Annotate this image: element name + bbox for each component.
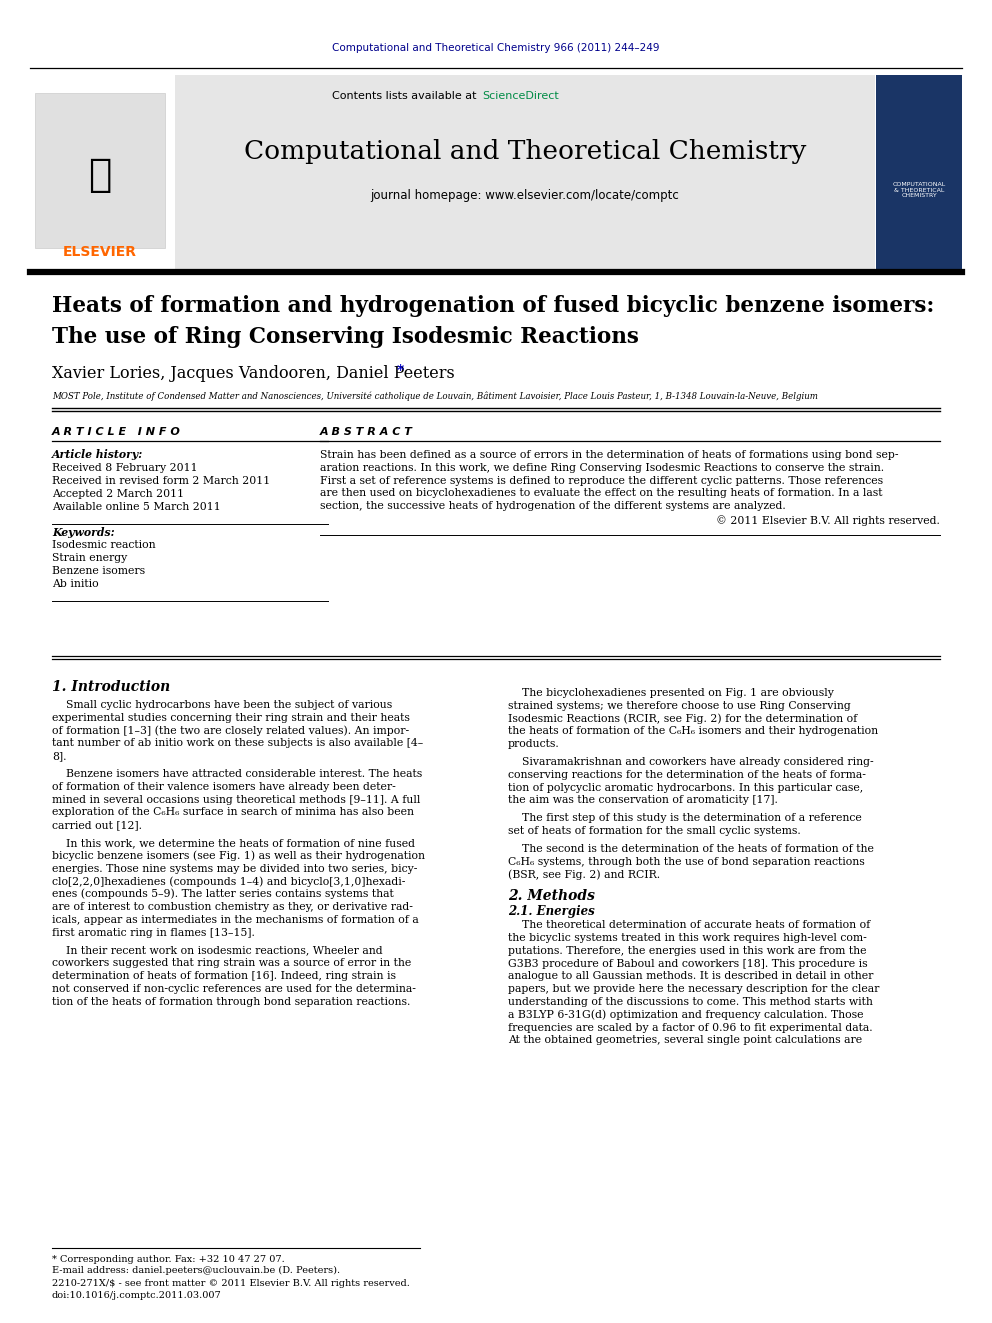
Text: journal homepage: www.elsevier.com/locate/comptc: journal homepage: www.elsevier.com/locat… xyxy=(371,189,680,202)
Text: 1. Introduction: 1. Introduction xyxy=(52,680,171,695)
Text: icals, appear as intermediates in the mechanisms of formation of a: icals, appear as intermediates in the me… xyxy=(52,914,419,925)
Text: The theoretical determination of accurate heats of formation of: The theoretical determination of accurat… xyxy=(508,921,870,930)
Text: In their recent work on isodesmic reactions, Wheeler and: In their recent work on isodesmic reacti… xyxy=(52,946,383,955)
Text: A B S T R A C T: A B S T R A C T xyxy=(320,427,413,437)
Text: MOST Pole, Institute of Condensed Matter and Nanosciences, Université catholique: MOST Pole, Institute of Condensed Matter… xyxy=(52,392,817,401)
Text: Computational and Theoretical Chemistry 966 (2011) 244–249: Computational and Theoretical Chemistry … xyxy=(332,44,660,53)
Text: © 2011 Elsevier B.V. All rights reserved.: © 2011 Elsevier B.V. All rights reserved… xyxy=(716,516,940,527)
Bar xyxy=(30,70,175,270)
Text: the aim was the conservation of aromaticity [17].: the aim was the conservation of aromatic… xyxy=(508,795,778,806)
Text: Benzene isomers: Benzene isomers xyxy=(52,566,145,576)
Text: Isodesmic Reactions (RCIR, see Fig. 2) for the determination of: Isodesmic Reactions (RCIR, see Fig. 2) f… xyxy=(508,713,857,724)
Text: a B3LYP 6-31G(d) optimization and frequency calculation. Those: a B3LYP 6-31G(d) optimization and freque… xyxy=(508,1009,863,1020)
Text: the bicyclic systems treated in this work requires high-level com-: the bicyclic systems treated in this wor… xyxy=(508,933,867,943)
Text: C₆H₆ systems, through both the use of bond separation reactions: C₆H₆ systems, through both the use of bo… xyxy=(508,856,865,867)
Text: Received in revised form 2 March 2011: Received in revised form 2 March 2011 xyxy=(52,476,270,486)
Text: Heats of formation and hydrogenation of fused bicyclic benzene isomers:: Heats of formation and hydrogenation of … xyxy=(52,295,934,318)
Text: E-mail address: daniel.peeters@uclouvain.be (D. Peeters).: E-mail address: daniel.peeters@uclouvain… xyxy=(52,1265,340,1274)
Text: products.: products. xyxy=(508,740,559,749)
Text: tion of the heats of formation through bond separation reactions.: tion of the heats of formation through b… xyxy=(52,996,411,1007)
Text: coworkers suggested that ring strain was a source of error in the: coworkers suggested that ring strain was… xyxy=(52,958,412,968)
Text: tant number of ab initio work on these subjects is also available [4–: tant number of ab initio work on these s… xyxy=(52,738,424,749)
Text: * Corresponding author. Fax: +32 10 47 27 07.: * Corresponding author. Fax: +32 10 47 2… xyxy=(52,1254,285,1263)
Text: In this work, we determine the heats of formation of nine fused: In this work, we determine the heats of … xyxy=(52,837,415,848)
Text: tion of polycyclic aromatic hydrocarbons. In this particular case,: tion of polycyclic aromatic hydrocarbons… xyxy=(508,783,863,792)
Text: clo[2,2,0]hexadienes (compounds 1–4) and bicyclo[3,1,0]hexadi-: clo[2,2,0]hexadienes (compounds 1–4) and… xyxy=(52,876,406,886)
Text: 🌳: 🌳 xyxy=(88,156,112,194)
Bar xyxy=(876,75,962,270)
Text: ELSEVIER: ELSEVIER xyxy=(63,245,137,259)
Text: A R T I C L E   I N F O: A R T I C L E I N F O xyxy=(52,427,181,437)
Text: of formation of their valence isomers have already been deter-: of formation of their valence isomers ha… xyxy=(52,782,396,791)
Text: not conserved if non-cyclic references are used for the determina-: not conserved if non-cyclic references a… xyxy=(52,984,416,994)
Text: Xavier Lories, Jacques Vandooren, Daniel Peeters: Xavier Lories, Jacques Vandooren, Daniel… xyxy=(52,365,454,381)
Text: first aromatic ring in flames [13–15].: first aromatic ring in flames [13–15]. xyxy=(52,927,255,938)
Text: 2.1. Energies: 2.1. Energies xyxy=(508,905,595,918)
Text: Isodesmic reaction: Isodesmic reaction xyxy=(52,540,156,550)
Text: Contents lists available at: Contents lists available at xyxy=(332,91,480,101)
Text: Available online 5 March 2011: Available online 5 March 2011 xyxy=(52,501,221,512)
Text: 2210-271X/$ - see front matter © 2011 Elsevier B.V. All rights reserved.: 2210-271X/$ - see front matter © 2011 El… xyxy=(52,1279,410,1289)
Text: aration reactions. In this work, we define Ring Conserving Isodesmic Reactions t: aration reactions. In this work, we defi… xyxy=(320,463,884,472)
Text: strained systems; we therefore choose to use Ring Conserving: strained systems; we therefore choose to… xyxy=(508,701,851,710)
Text: Accepted 2 March 2011: Accepted 2 March 2011 xyxy=(52,490,185,499)
Text: papers, but we provide here the necessary description for the clear: papers, but we provide here the necessar… xyxy=(508,984,879,994)
Text: putations. Therefore, the energies used in this work are from the: putations. Therefore, the energies used … xyxy=(508,946,866,955)
Text: COMPUTATIONAL
& THEORETICAL
CHEMISTRY: COMPUTATIONAL & THEORETICAL CHEMISTRY xyxy=(893,181,945,198)
Text: *: * xyxy=(397,364,405,378)
Text: the heats of formation of the C₆H₆ isomers and their hydrogenation: the heats of formation of the C₆H₆ isome… xyxy=(508,726,878,737)
Text: enes (compounds 5–9). The latter series contains systems that: enes (compounds 5–9). The latter series … xyxy=(52,889,394,900)
Text: The first step of this study is the determination of a reference: The first step of this study is the dete… xyxy=(508,814,862,823)
Text: Computational and Theoretical Chemistry: Computational and Theoretical Chemistry xyxy=(244,139,806,164)
Text: Article history:: Article history: xyxy=(52,450,143,460)
Text: section, the successive heats of hydrogenation of the different systems are anal: section, the successive heats of hydroge… xyxy=(320,501,786,511)
Text: Benzene isomers have attracted considerable interest. The heats: Benzene isomers have attracted considera… xyxy=(52,769,423,779)
Text: Keywords:: Keywords: xyxy=(52,527,115,537)
Text: set of heats of formation for the small cyclic systems.: set of heats of formation for the small … xyxy=(508,826,801,836)
Text: doi:10.1016/j.comptc.2011.03.007: doi:10.1016/j.comptc.2011.03.007 xyxy=(52,1290,222,1299)
Text: energies. Those nine systems may be divided into two series, bicy-: energies. Those nine systems may be divi… xyxy=(52,864,418,873)
Text: exploration of the C₆H₆ surface in search of minima has also been: exploration of the C₆H₆ surface in searc… xyxy=(52,807,414,818)
Text: frequencies are scaled by a factor of 0.96 to fit experimental data.: frequencies are scaled by a factor of 0.… xyxy=(508,1023,873,1032)
Text: are then used on bicyclohexadienes to evaluate the effect on the resulting heats: are then used on bicyclohexadienes to ev… xyxy=(320,488,883,499)
Bar xyxy=(35,93,165,247)
Text: Ab initio: Ab initio xyxy=(52,579,98,589)
Text: Strain has been defined as a source of errors in the determination of heats of f: Strain has been defined as a source of e… xyxy=(320,450,899,460)
Text: Small cyclic hydrocarbons have been the subject of various: Small cyclic hydrocarbons have been the … xyxy=(52,700,392,710)
Text: 8].: 8]. xyxy=(52,751,66,761)
Text: bicyclic benzene isomers (see Fig. 1) as well as their hydrogenation: bicyclic benzene isomers (see Fig. 1) as… xyxy=(52,851,425,861)
Text: mined in several occasions using theoretical methods [9–11]. A full: mined in several occasions using theoret… xyxy=(52,795,421,804)
Text: Sivaramakrishnan and coworkers have already considered ring-: Sivaramakrishnan and coworkers have alre… xyxy=(508,757,874,767)
Text: 2. Methods: 2. Methods xyxy=(508,889,595,904)
Text: carried out [12].: carried out [12]. xyxy=(52,820,142,831)
Text: The second is the determination of the heats of formation of the: The second is the determination of the h… xyxy=(508,844,874,853)
Text: The use of Ring Conserving Isodesmic Reactions: The use of Ring Conserving Isodesmic Rea… xyxy=(52,325,639,348)
Text: understanding of the discussions to come. This method starts with: understanding of the discussions to come… xyxy=(508,998,873,1007)
Bar xyxy=(175,75,875,270)
Text: The bicyclohexadienes presented on Fig. 1 are obviously: The bicyclohexadienes presented on Fig. … xyxy=(508,688,834,699)
Text: analogue to all Gaussian methods. It is described in detail in other: analogue to all Gaussian methods. It is … xyxy=(508,971,873,982)
Text: First a set of reference systems is defined to reproduce the different cyclic pa: First a set of reference systems is defi… xyxy=(320,475,883,486)
Text: determination of heats of formation [16]. Indeed, ring strain is: determination of heats of formation [16]… xyxy=(52,971,396,980)
Text: conserving reactions for the determination of the heats of forma-: conserving reactions for the determinati… xyxy=(508,770,866,779)
Text: (BSR, see Fig. 2) and RCIR.: (BSR, see Fig. 2) and RCIR. xyxy=(508,869,660,880)
Text: G3B3 procedure of Baboul and coworkers [18]. This procedure is: G3B3 procedure of Baboul and coworkers [… xyxy=(508,959,868,968)
Text: experimental studies concerning their ring strain and their heats: experimental studies concerning their ri… xyxy=(52,713,410,722)
Text: of formation [1–3] (the two are closely related values). An impor-: of formation [1–3] (the two are closely … xyxy=(52,725,409,736)
Text: Received 8 February 2011: Received 8 February 2011 xyxy=(52,463,197,474)
Text: ScienceDirect: ScienceDirect xyxy=(482,91,558,101)
Text: Strain energy: Strain energy xyxy=(52,553,127,564)
Text: At the obtained geometries, several single point calculations are: At the obtained geometries, several sing… xyxy=(508,1036,862,1045)
Text: are of interest to combustion chemistry as they, or derivative rad-: are of interest to combustion chemistry … xyxy=(52,902,413,912)
